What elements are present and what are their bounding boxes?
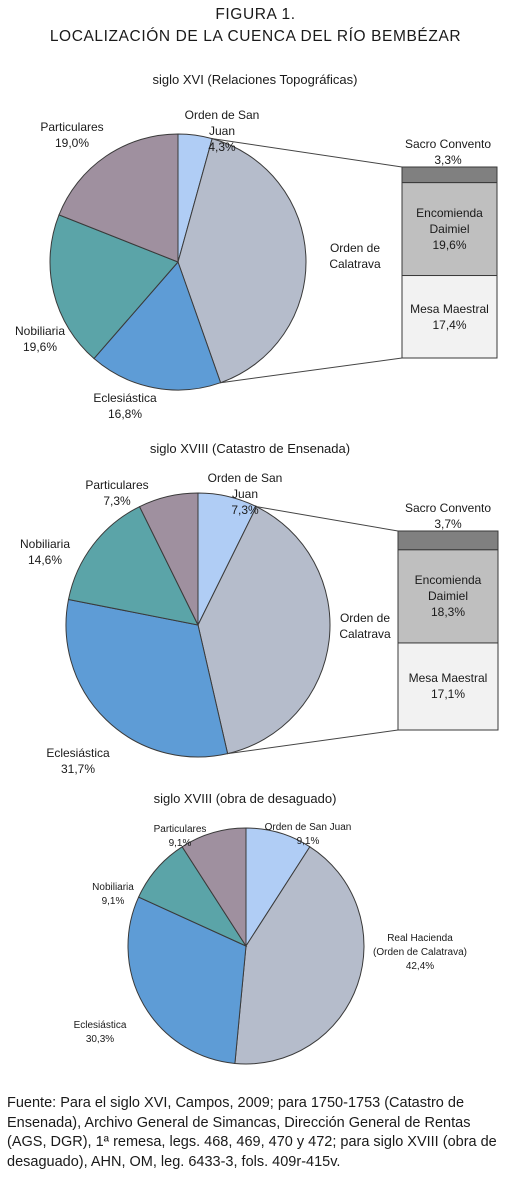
slice-label: Orden de San Juan 9,1% [258, 821, 358, 849]
bar-label: Sacro Convento 3,3% [393, 136, 503, 168]
slice-name: Particulares [85, 478, 149, 492]
slice-name: Nobiliaria [14, 324, 66, 338]
connector-line [227, 729, 399, 755]
connector-line [212, 138, 403, 168]
slice-name: Eclesiástica [46, 746, 110, 760]
bar-label: Encomienda Daimiel 19,6% [405, 205, 494, 253]
bar-segment [401, 166, 498, 184]
slice-name: Nobiliaria [19, 537, 71, 551]
bar-label: Sacro Convento 3,7% [393, 500, 503, 532]
bar-name: Mesa Maestral [408, 671, 488, 686]
slice-label: Particulares 19,0% [32, 119, 112, 151]
slice-value: 31,7% [60, 762, 96, 776]
slice-label: Eclesiástica 16,8% [85, 390, 165, 422]
bar-label: Encomienda Daimiel 18,3% [401, 572, 495, 620]
slice-label: Orden de San Juan 7,3% [195, 470, 295, 518]
slice-label: Orden de Calatrava [335, 610, 395, 642]
bar-name: Sacro Convento [404, 137, 492, 151]
bar-value: 19,6% [432, 238, 467, 253]
chart-title: siglo XVI (Relaciones Topográficas) [152, 72, 358, 87]
pie-slice [181, 827, 247, 948]
pie-slice [67, 505, 199, 626]
slice-value: 9,1% [168, 838, 192, 849]
slice-value: 9,1% [101, 896, 125, 907]
pie-slice [138, 492, 199, 626]
figure-label: FIGURA 1. [215, 6, 296, 23]
slice-value: 16,8% [107, 407, 143, 421]
slice-label: Eclesiástica 30,3% [60, 1019, 140, 1047]
pie-slice [49, 214, 179, 360]
bar-name: Encomienda Daimiel [416, 206, 483, 237]
bar-value: 3,3% [434, 153, 462, 167]
slice-value: 4,3% [208, 140, 236, 154]
bar-name: Encomienda Daimiel [414, 573, 482, 604]
slice-name: Orden de Calatrava [329, 241, 381, 271]
bar-segment [397, 642, 499, 731]
pie-slice [93, 261, 222, 391]
slice-label: Nobiliaria 9,1% [78, 881, 148, 909]
slice-label: Nobiliaria 19,6% [5, 323, 75, 355]
bar-value: 17,4% [432, 317, 467, 332]
slice-name: Eclesiástica [73, 1020, 127, 1031]
slice-value: 14,6% [27, 553, 63, 567]
pie-slice [127, 896, 247, 1065]
chart-title: siglo XVIII (Catastro de Ensenada) [149, 441, 351, 456]
slice-value: 42,4% [405, 961, 435, 972]
slice-name: Orden de San Juan [207, 471, 283, 501]
pie-slice [197, 505, 331, 755]
slice-label: Particulares 7,3% [77, 477, 157, 509]
source-note: Fuente: Para el siglo XVI, Campos, 2009;… [7, 1095, 497, 1170]
slice-value: 19,0% [54, 136, 90, 150]
slice-name: Particulares [40, 120, 104, 134]
bar-label: Mesa Maestral 17,1% [401, 670, 495, 702]
slice-name: Particulares [153, 824, 207, 835]
slice-label: Orden de Calatrava [320, 240, 390, 272]
slice-value: 7,3% [231, 503, 259, 517]
connector-line [220, 357, 403, 384]
slice-value: 19,6% [22, 340, 58, 354]
bar-segment [401, 182, 498, 277]
slice-value: 9,1% [296, 836, 320, 847]
slice-name: Nobiliaria [92, 882, 134, 893]
slice-label: Particulares 9,1% [140, 823, 220, 851]
figure-title: LOCALIZACIÓN DE LA CUENCA DEL RÍO BEMBÉZ… [49, 28, 462, 45]
bar-name: Sacro Convento [404, 501, 492, 515]
chart-title: siglo XVIII (obra de desaguado) [153, 791, 337, 806]
pie-slice [177, 138, 307, 384]
bar-value: 18,3% [430, 605, 466, 620]
slice-label: Nobiliaria 14,6% [10, 536, 80, 568]
bar-segment [397, 530, 499, 551]
pie-slice [58, 133, 179, 263]
pie-slice [234, 846, 365, 1065]
bar-segment [397, 549, 499, 644]
slice-label: Eclesiástica 31,7% [38, 745, 118, 777]
bar-name: Mesa Maestral [410, 301, 489, 316]
slice-name: Orden de San Juan [264, 822, 352, 833]
bar-value: 3,7% [434, 517, 462, 531]
slice-name: Orden de San Juan [184, 108, 260, 138]
bar-label: Mesa Maestral 17,4% [405, 301, 494, 333]
slice-label: Orden de San Juan 4,3% [172, 107, 272, 155]
slice-label: Real Hacienda (Orden de Calatrava) 42,4% [372, 932, 469, 974]
slice-name: Eclesiástica [93, 391, 157, 405]
connector-line [256, 506, 399, 532]
slice-name: Real Hacienda (Orden de Calatrava) [373, 933, 467, 958]
bar-segment [401, 275, 498, 359]
bar-value: 17,1% [430, 687, 466, 702]
slice-name: Orden de Calatrava [339, 611, 391, 641]
slice-value: 30,3% [85, 1034, 115, 1045]
slice-value: 7,3% [103, 494, 131, 508]
pie-slice [65, 598, 229, 758]
